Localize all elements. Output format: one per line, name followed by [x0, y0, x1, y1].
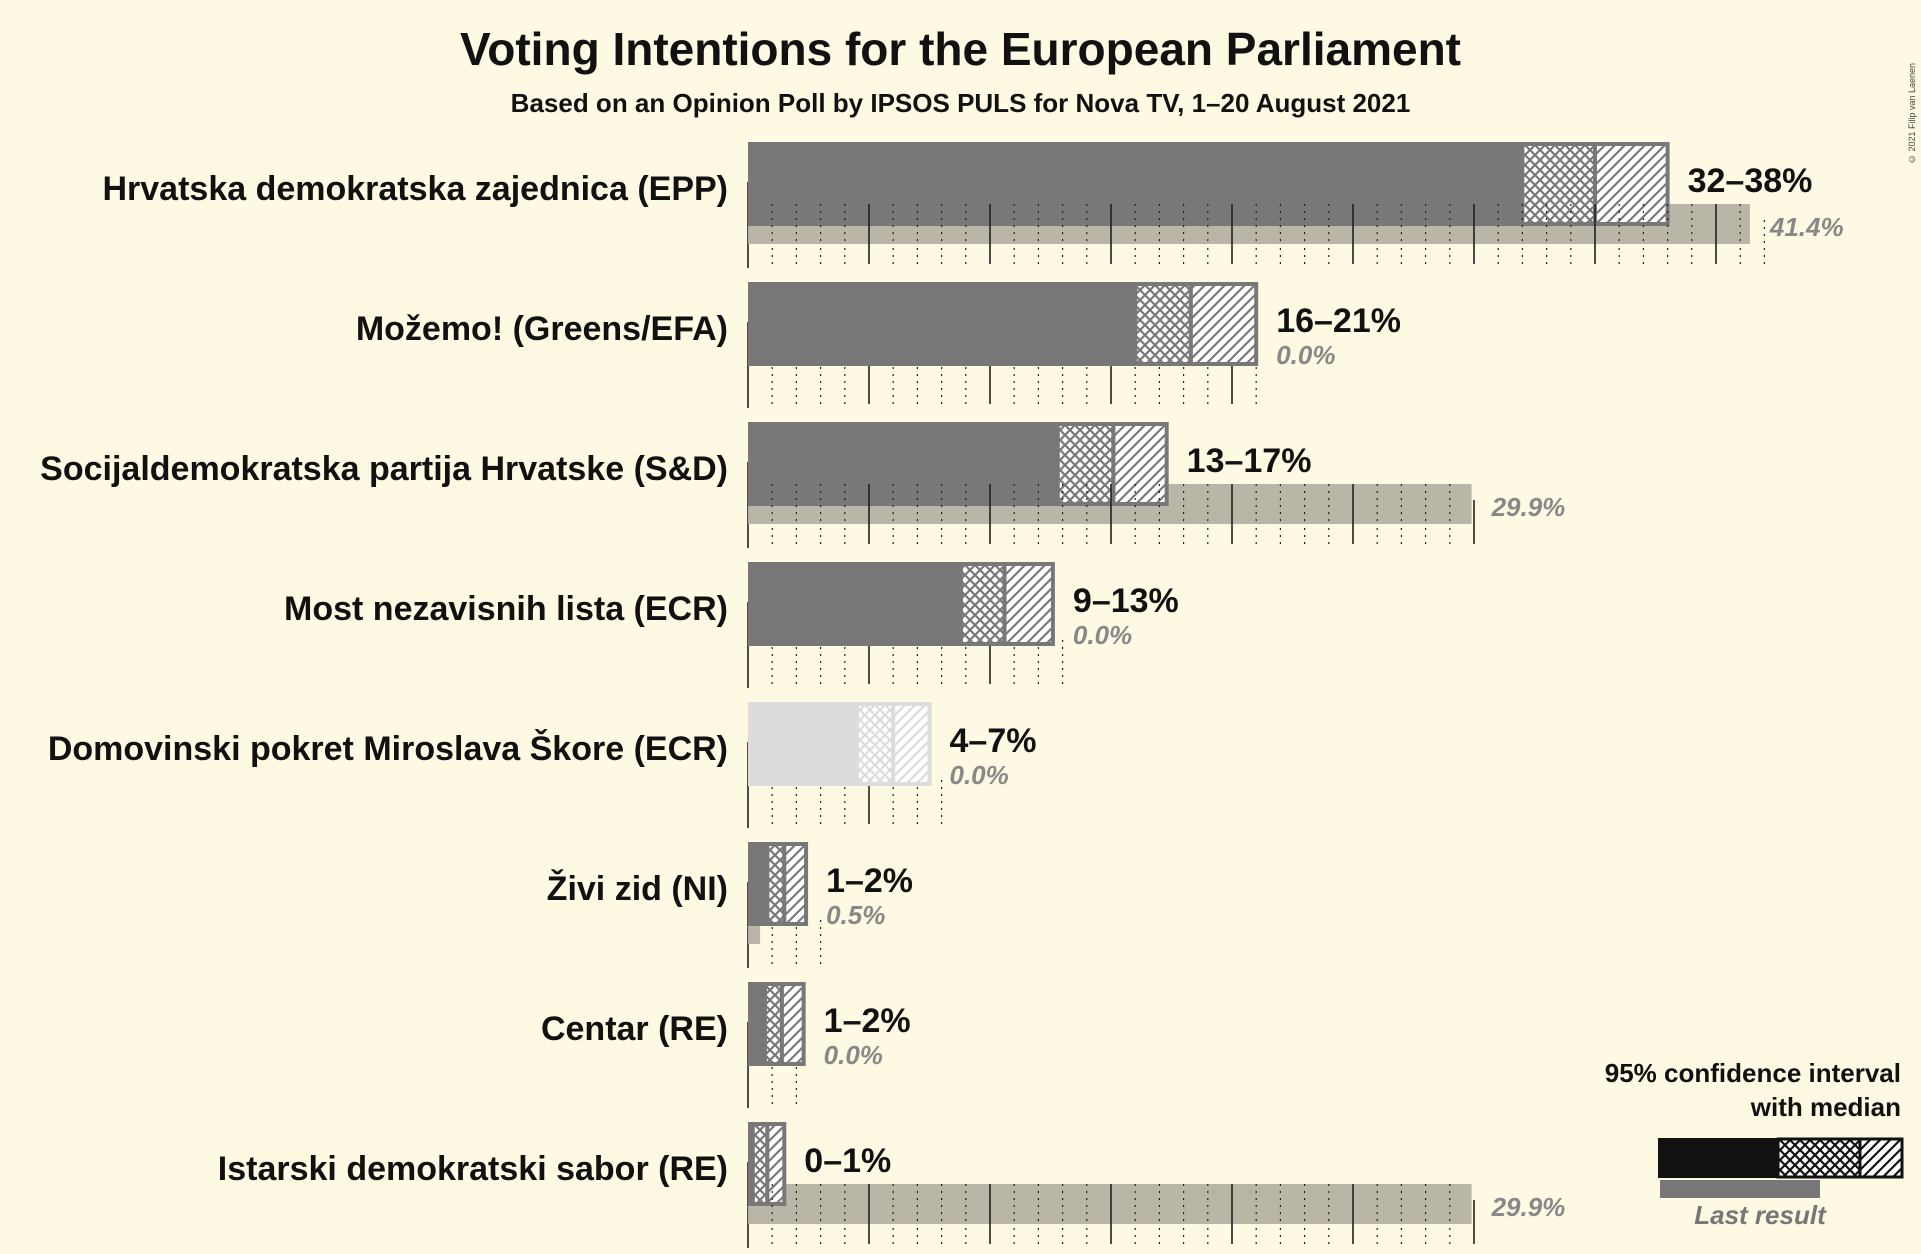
ci-upper-half	[891, 702, 932, 786]
legend-title-line2: with median	[1750, 1092, 1901, 1122]
ci-lower-half	[750, 1122, 770, 1206]
ci-lower-half	[1055, 422, 1116, 506]
ci-low-bar	[748, 422, 1058, 506]
party-row: Most nezavisnih lista (ECR) 9–13%0.0%	[284, 562, 1179, 688]
range-label: 4–7%	[950, 722, 1037, 760]
ci-low-bar	[748, 562, 961, 646]
ci-upper-half	[765, 1122, 787, 1206]
legend-ci-upper-swatch	[1858, 1137, 1904, 1179]
range-label: 9–13%	[1073, 582, 1179, 620]
ci-lower-half	[762, 982, 784, 1066]
ci-low-bar	[748, 982, 765, 1066]
party-row: Hrvatska demokratska zajednica (EPP) 32–3…	[102, 142, 1844, 268]
range-label: 1–2%	[824, 1002, 911, 1040]
ci-upper-half	[782, 842, 809, 926]
party-row: Istarski demokratski sabor (RE) 0–1% 29.9%	[218, 1122, 1566, 1248]
party-row: Živi zid (NI) 1–2%0.5%	[547, 842, 913, 968]
last-result-label: 0.5%	[826, 900, 885, 930]
party-label: Socijaldemokratska partija Hrvatske (S&D…	[40, 450, 728, 488]
party-label: Most nezavisnih lista (ECR)	[284, 590, 728, 628]
party-label: Živi zid (NI)	[547, 870, 728, 908]
ci-lower-half	[1133, 282, 1193, 366]
last-result-label: 41.4%	[1769, 212, 1844, 242]
party-label: Hrvatska demokratska zajednica (EPP)	[102, 170, 728, 208]
ci-low-bar	[748, 282, 1136, 366]
ci-lower-half	[854, 702, 896, 786]
party-label: Centar (RE)	[541, 1010, 728, 1048]
party-row: Centar (RE) 1–2%0.0%	[541, 982, 911, 1108]
last-result-label: 29.9%	[1491, 1192, 1566, 1222]
ci-low-bar	[748, 142, 1523, 226]
ci-upper-half	[779, 982, 806, 1066]
last-result-label: 29.9%	[1491, 492, 1566, 522]
last-result-label: 0.0%	[950, 760, 1009, 790]
ci-lower-half	[958, 562, 1007, 646]
ci-upper-half	[1111, 422, 1169, 506]
range-label: 13–17%	[1187, 442, 1312, 480]
legend-ci-lower-swatch	[1776, 1137, 1862, 1179]
party-label: Možemo! (Greens/EFA)	[356, 310, 728, 348]
range-label: 16–21%	[1276, 302, 1401, 340]
legend-last-result-swatch	[1660, 1180, 1820, 1198]
range-label: 32–38%	[1688, 162, 1813, 200]
legend-ci-low-swatch	[1658, 1138, 1778, 1178]
ci-lower-half	[1520, 142, 1598, 226]
ci-upper-half	[1002, 562, 1055, 646]
legend-title-line1: 95% confidence interval	[1604, 1058, 1901, 1088]
ci-low-bar	[748, 702, 857, 786]
chart-subtitle: Based on an Opinion Poll by IPSOS PULS f…	[510, 88, 1411, 118]
party-label: Istarski demokratski sabor (RE)	[218, 1150, 728, 1188]
ci-upper-half	[1188, 282, 1259, 366]
range-label: 0–1%	[804, 1142, 891, 1180]
legend-title: 95% confidence interval with median	[1561, 1056, 1901, 1124]
party-row: Možemo! (Greens/EFA) 16–21%0.0%	[356, 282, 1401, 408]
range-label: 1–2%	[826, 862, 913, 900]
ci-low-bar	[748, 842, 768, 926]
legend-last-result-label: Last result	[1694, 1200, 1826, 1230]
ci-lower-half	[765, 842, 787, 926]
last-result-label: 0.0%	[1276, 340, 1335, 370]
last-result-label: 0.0%	[824, 1040, 883, 1070]
legend-swatch	[1658, 1137, 1904, 1198]
chart-title: Voting Intentions for the European Parli…	[460, 23, 1461, 75]
party-row: Domovinski pokret Miroslava Škore (ECR) 4…	[48, 702, 1037, 828]
last-result-label: 0.0%	[1073, 620, 1132, 650]
party-label: Domovinski pokret Miroslava Škore (ECR)	[48, 729, 728, 768]
ci-upper-half	[1593, 142, 1670, 226]
last-result-bar	[748, 1184, 1472, 1224]
party-row: Socijaldemokratska partija Hrvatske (S&D…	[40, 422, 1565, 548]
ci-low-bar	[748, 1122, 753, 1206]
